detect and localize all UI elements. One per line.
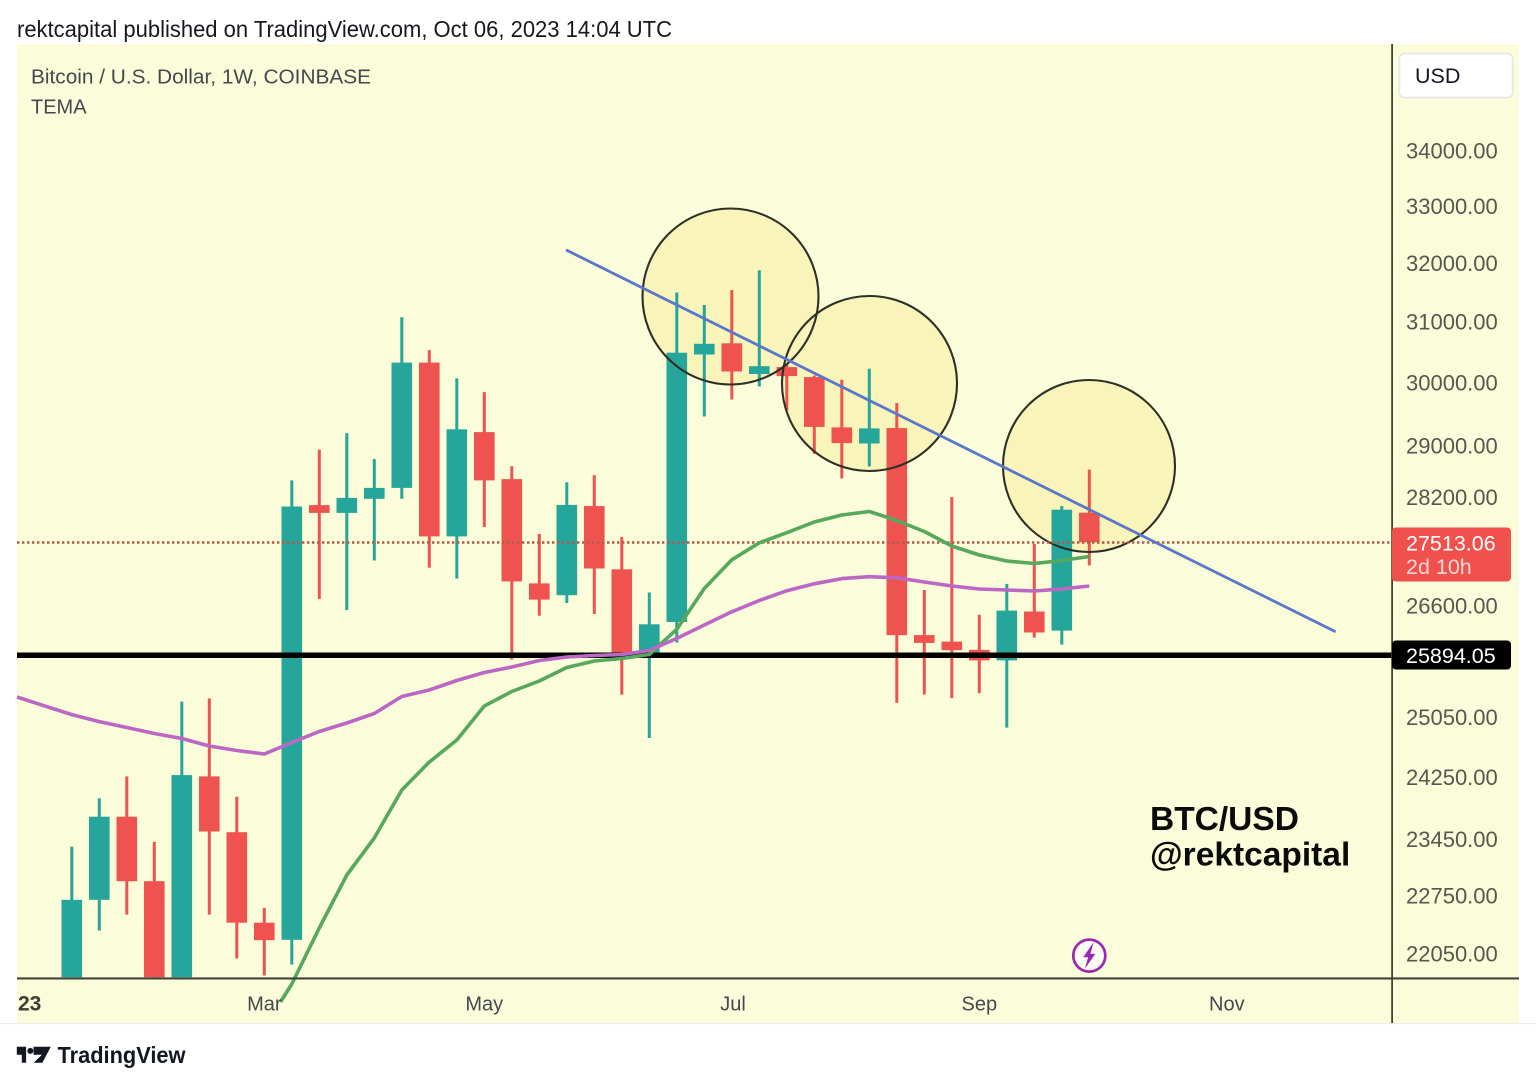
svg-text:@rektcapital: @rektcapital xyxy=(1150,837,1350,874)
svg-text:Mar: Mar xyxy=(247,994,282,1016)
svg-text:2d 10h: 2d 10h xyxy=(1406,555,1472,579)
svg-text:23450.00: 23450.00 xyxy=(1406,827,1498,852)
svg-text:May: May xyxy=(465,994,503,1016)
svg-text:Bitcoin / U.S. Dollar, 1W, COI: Bitcoin / U.S. Dollar, 1W, COINBASE xyxy=(31,67,371,89)
svg-text:22050.00: 22050.00 xyxy=(1406,941,1498,966)
svg-text:25050.00: 25050.00 xyxy=(1406,705,1498,730)
svg-text:33000.00: 33000.00 xyxy=(1406,194,1498,219)
svg-text:Nov: Nov xyxy=(1209,994,1245,1016)
svg-text:32000.00: 32000.00 xyxy=(1406,251,1498,276)
svg-text:BTC/USD: BTC/USD xyxy=(1150,801,1299,838)
svg-text:TradingView: TradingView xyxy=(58,1042,186,1068)
svg-text:27513.06: 27513.06 xyxy=(1406,532,1496,556)
svg-text:USD: USD xyxy=(1415,64,1460,88)
svg-text:31000.00: 31000.00 xyxy=(1406,310,1498,335)
svg-text:Sep: Sep xyxy=(962,994,998,1016)
svg-text:24250.00: 24250.00 xyxy=(1406,765,1498,790)
svg-text:25894.05: 25894.05 xyxy=(1406,644,1496,668)
svg-text:30000.00: 30000.00 xyxy=(1406,371,1498,396)
svg-text:23: 23 xyxy=(18,993,41,1016)
svg-text:22750.00: 22750.00 xyxy=(1406,883,1498,908)
svg-text:rektcapital published on Tradi: rektcapital published on TradingView.com… xyxy=(17,16,672,42)
svg-text:28200.00: 28200.00 xyxy=(1406,485,1498,510)
svg-text:Jul: Jul xyxy=(720,994,746,1016)
svg-text:26600.00: 26600.00 xyxy=(1406,594,1498,619)
svg-text:34000.00: 34000.00 xyxy=(1406,139,1498,164)
svg-text:TEMA: TEMA xyxy=(31,97,87,119)
svg-text:29000.00: 29000.00 xyxy=(1406,433,1498,458)
